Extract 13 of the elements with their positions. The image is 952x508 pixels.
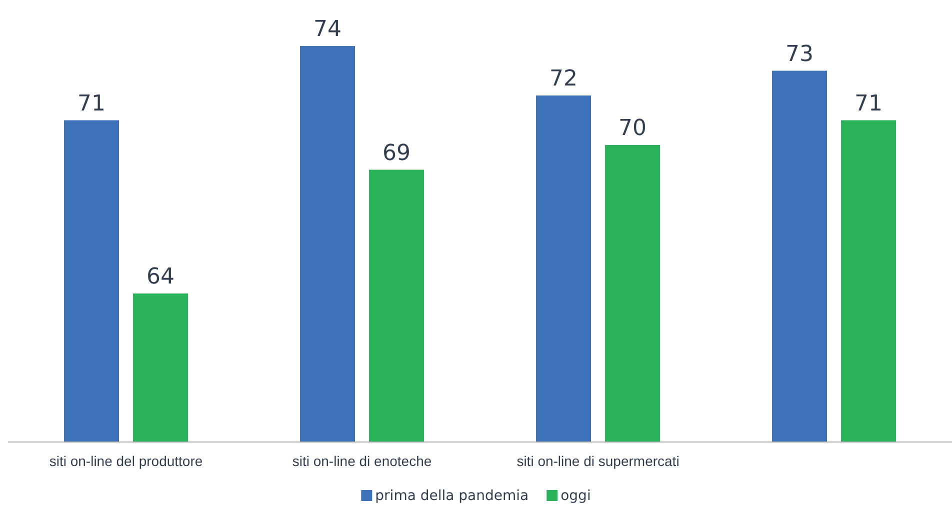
data-label: 73 [786,42,814,67]
data-label: 64 [146,264,174,290]
data-label: 69 [382,140,410,166]
data-label: 70 [618,116,646,141]
data-label: 71 [854,91,882,116]
legend-label: prima della pandemia [375,488,529,504]
data-label: 71 [78,91,106,116]
data-label: 74 [314,17,342,42]
x-tick-label: siti on-line di enoteche [292,452,432,469]
x-tick-label: siti on-line di supermercati [516,452,680,469]
legend-label: oggi [560,488,591,504]
data-label: 72 [550,66,578,92]
x-tick-label: siti on-line del produttore [49,452,203,469]
